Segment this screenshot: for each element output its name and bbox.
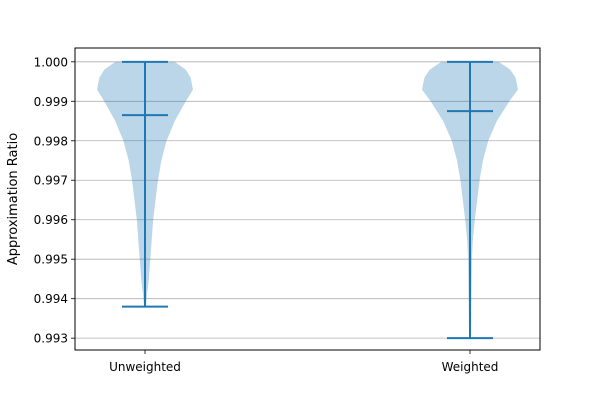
y-tick-label: 1.000 bbox=[34, 55, 68, 69]
y-tick-label: 0.994 bbox=[34, 292, 68, 306]
y-tick-label: 0.993 bbox=[34, 332, 68, 346]
violin-layer bbox=[97, 61, 518, 339]
y-tick-label: 0.996 bbox=[34, 213, 68, 227]
y-tick-label: 0.995 bbox=[34, 253, 68, 267]
y-tick-label: 0.998 bbox=[34, 134, 68, 148]
x-axis: Unweighted Weighted bbox=[109, 350, 498, 374]
y-axis-label: Approximation Ratio bbox=[6, 133, 21, 265]
stats-layer bbox=[122, 60, 493, 340]
x-tick-label: Unweighted bbox=[109, 360, 181, 374]
axes-frame bbox=[74, 47, 541, 351]
y-axis: 0.993 0.994 0.995 0.996 0.997 0.998 0.999 1.000 bbox=[34, 55, 75, 346]
grid-layer bbox=[75, 61, 540, 339]
x-tick-label: Weighted bbox=[442, 360, 499, 374]
y-tick-label: 0.999 bbox=[34, 95, 68, 109]
y-tick-label: 0.997 bbox=[34, 174, 68, 188]
